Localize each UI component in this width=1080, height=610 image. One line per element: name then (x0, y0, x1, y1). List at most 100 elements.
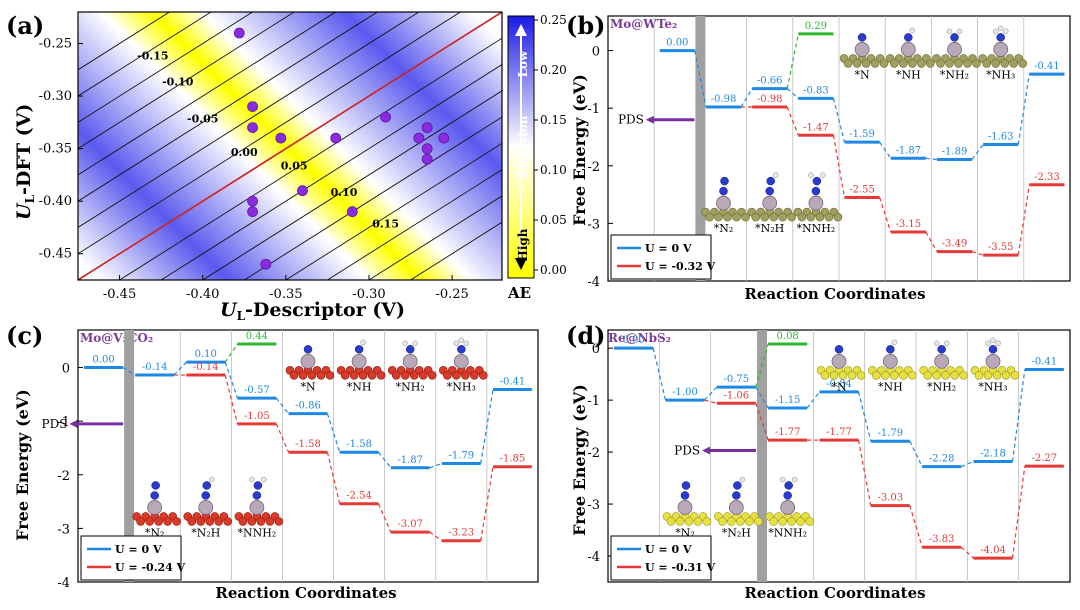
panel-d: (d) Re@NbS₂ 0 -1 -2 -3 -4 0.00 -1.00 -0.75 -1.15… (566, 321, 1071, 602)
surface-atom (833, 212, 843, 222)
colorbar-arrow-down-icon (515, 258, 527, 270)
series-connector (1011, 466, 1026, 559)
nitrogen-atom (937, 345, 946, 354)
hydrogen-atom (772, 172, 779, 178)
energy-label: -1.85 (500, 454, 526, 465)
energy-label: -1.47 (803, 122, 829, 133)
energy-label: -0.41 (1034, 61, 1060, 72)
contour-line (78, 12, 379, 202)
surface-atom (959, 371, 968, 380)
surface-atom (769, 517, 778, 526)
hydrogen-atom (891, 339, 898, 346)
series-connector (224, 374, 239, 424)
surface-atom (941, 371, 950, 380)
hydrogen-atom (997, 25, 1004, 32)
contour-line (285, 142, 502, 280)
contour-line (201, 90, 502, 280)
surface-atom (745, 517, 754, 526)
x-tick-label: -0.45 (103, 287, 136, 302)
y-axis-label-b: Free Energy (eV) (570, 74, 589, 226)
surface-atom (889, 59, 899, 68)
nitrogen-atom (405, 345, 415, 354)
species-label: *NH₃ (978, 380, 1007, 393)
series-connector (224, 361, 239, 399)
metal-atom (854, 42, 870, 57)
nitrogen-atom (783, 491, 792, 500)
y-tick-label: -1 (587, 394, 600, 409)
species-label: *NH₃ (447, 380, 476, 393)
energy-label: -4.04 (980, 545, 1006, 556)
data-point (330, 132, 342, 144)
surface-atom (870, 59, 880, 68)
hydrogen-atom (463, 340, 470, 347)
hydrogen-atom (739, 476, 746, 483)
surface-atom (409, 371, 419, 380)
energy-label: -2.33 (1034, 172, 1060, 183)
series-connector (755, 343, 769, 388)
y-tick-label: -4 (57, 576, 70, 591)
hydrogen-atom (249, 476, 255, 483)
data-point (413, 132, 425, 144)
barrier-bar (124, 330, 135, 582)
hydrogen-atom (453, 340, 460, 347)
series-connector (971, 251, 984, 256)
surface-atom (787, 517, 796, 526)
energy-label: -1.77 (775, 427, 801, 438)
surface-atom (289, 371, 299, 380)
y-tick-label: -0.30 (39, 89, 72, 104)
surface-atom (1000, 59, 1010, 68)
series-connector (909, 505, 923, 548)
hydrogen-atom (992, 28, 999, 35)
hydrogen-atom (458, 337, 465, 344)
species-label: *N₂H (191, 526, 220, 539)
metal-atom (300, 353, 316, 369)
series-connector (275, 397, 290, 415)
surface-atom (684, 517, 694, 526)
hydrogen-atom (412, 340, 418, 347)
series-connector (275, 423, 290, 453)
surface-atom (172, 517, 181, 526)
energy-label: -0.66 (757, 76, 783, 87)
data-point (380, 111, 392, 123)
barrier-bar (757, 330, 767, 582)
energy-label: -3.03 (878, 493, 904, 504)
energy-label: -2.55 (849, 184, 875, 195)
y-tick-label: -2 (57, 469, 70, 484)
energy-label: -1.77 (826, 427, 852, 438)
hydrogen-atom (808, 172, 814, 178)
panel-label-b: (b) (566, 11, 606, 40)
surface-atom (879, 59, 889, 68)
parity-line (78, 12, 502, 280)
x-tick-label: -0.35 (269, 287, 302, 302)
energy-label: -0.83 (803, 85, 829, 96)
panel-label-d: (d) (566, 321, 606, 350)
series-connector (704, 386, 718, 401)
contour-line (78, 12, 171, 71)
nitrogen-atom (303, 345, 313, 354)
surface-atom (856, 371, 866, 380)
system-label-b: Mo@WTe₂ (610, 17, 677, 31)
series-connector (832, 135, 846, 198)
hydrogen-atom (946, 28, 953, 35)
colorbar-label: AE (507, 284, 531, 302)
barrier-bar (695, 16, 706, 281)
colorbar-tick-label: 0.00 (540, 263, 567, 277)
metal-atom (453, 353, 469, 369)
surface-atom (418, 371, 428, 380)
series-connector (377, 503, 392, 533)
pds-arrow-icon (702, 446, 711, 455)
nitrogen-atom (996, 33, 1005, 42)
energy-label: 0.10 (195, 349, 217, 360)
surface-atom (847, 371, 857, 380)
surface-atom (898, 59, 908, 68)
surface-atom (954, 59, 963, 68)
series-connector (971, 144, 984, 160)
surface-atom (872, 371, 881, 380)
nitrogen-atom (834, 345, 844, 354)
series-connector (832, 98, 846, 143)
nitrogen-atom (253, 481, 263, 490)
series-connector (326, 452, 341, 504)
species-label: *N (831, 380, 847, 393)
contour-line (78, 12, 462, 255)
